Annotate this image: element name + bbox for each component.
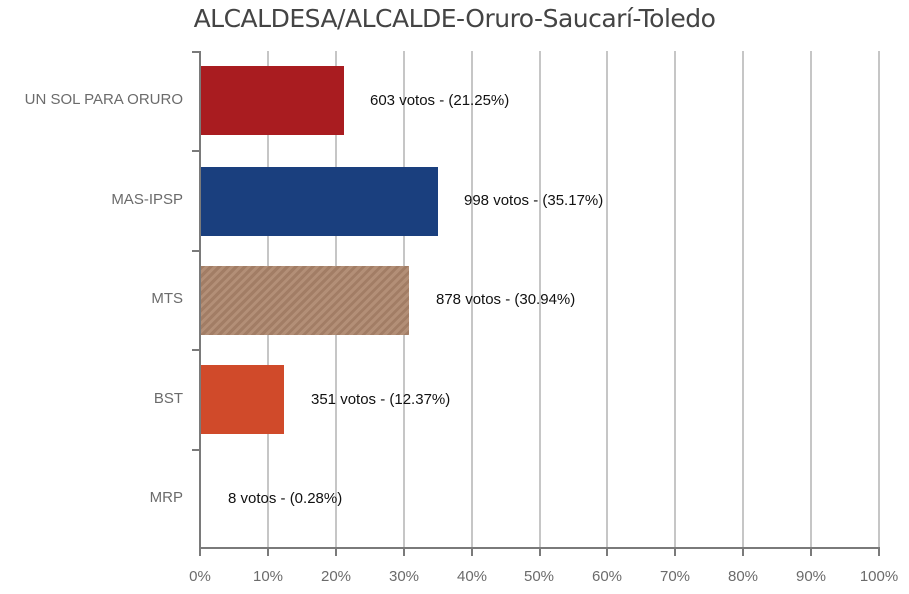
x-tick-label: 0% — [189, 568, 211, 585]
x-tick-label: 60% — [591, 568, 623, 585]
x-tick-label: 90% — [795, 568, 827, 585]
x-tick-label: 50% — [523, 568, 555, 585]
x-tick-label: 70% — [659, 568, 691, 585]
gridline — [674, 51, 676, 548]
plot-area — [192, 51, 880, 556]
y-tick — [192, 250, 200, 252]
chart-title: ALCALDESA/ALCALDE-Oruro-Saucarí-Toledo — [193, 4, 716, 33]
bar-bst — [201, 365, 284, 434]
data-label: 603 votos - (21.25%) — [370, 92, 510, 109]
x-tick — [742, 548, 744, 556]
bar-mts — [201, 266, 409, 335]
data-label: 351 votos - (12.37%) — [311, 391, 451, 408]
bar-un-sol-para-oruro — [201, 66, 344, 135]
y-tick — [192, 150, 200, 152]
data-label: 878 votos - (30.94%) — [436, 291, 576, 308]
x-tick-label: 100% — [859, 568, 899, 585]
gridline — [539, 51, 541, 548]
x-tick — [606, 548, 608, 556]
category-label: BST — [153, 390, 183, 407]
x-tick-label: 10% — [252, 568, 284, 585]
x-tick — [335, 548, 337, 556]
x-tick-label: 80% — [727, 568, 759, 585]
category-label: MRP — [149, 489, 183, 506]
gridline — [810, 51, 812, 548]
x-tick-label: 40% — [456, 568, 488, 585]
bar-mas-ipsp — [201, 167, 438, 236]
y-axis — [199, 51, 201, 555]
data-label: 8 votos - (0.28%) — [228, 490, 343, 507]
category-label: MAS-IPSP — [111, 191, 183, 208]
x-tick-label: 20% — [320, 568, 352, 585]
x-tick — [199, 548, 201, 556]
x-tick — [403, 548, 405, 556]
x-tick — [471, 548, 473, 556]
gridline — [606, 51, 608, 548]
x-tick — [539, 548, 541, 556]
category-label: UN SOL PARA ORURO — [24, 91, 183, 108]
gridline — [742, 51, 744, 548]
gridline — [471, 51, 473, 548]
category-label: MTS — [151, 290, 183, 307]
bar-mrp — [201, 464, 203, 533]
x-tick — [810, 548, 812, 556]
gridline — [878, 51, 880, 548]
y-tick — [192, 349, 200, 351]
x-tick-label: 30% — [388, 568, 420, 585]
x-tick — [878, 548, 880, 556]
x-tick — [674, 548, 676, 556]
y-tick — [192, 51, 200, 53]
y-tick — [192, 449, 200, 451]
x-tick — [267, 548, 269, 556]
data-label: 998 votos - (35.17%) — [464, 192, 604, 209]
